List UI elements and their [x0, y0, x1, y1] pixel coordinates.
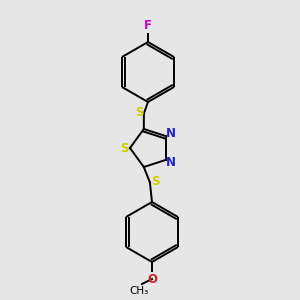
Text: F: F: [144, 19, 152, 32]
Text: S: S: [135, 106, 143, 119]
Text: CH₃: CH₃: [129, 286, 148, 296]
Text: O: O: [147, 273, 157, 286]
Text: S: S: [151, 175, 159, 188]
Text: N: N: [166, 156, 176, 169]
Text: S: S: [120, 142, 128, 154]
Text: N: N: [166, 127, 176, 140]
